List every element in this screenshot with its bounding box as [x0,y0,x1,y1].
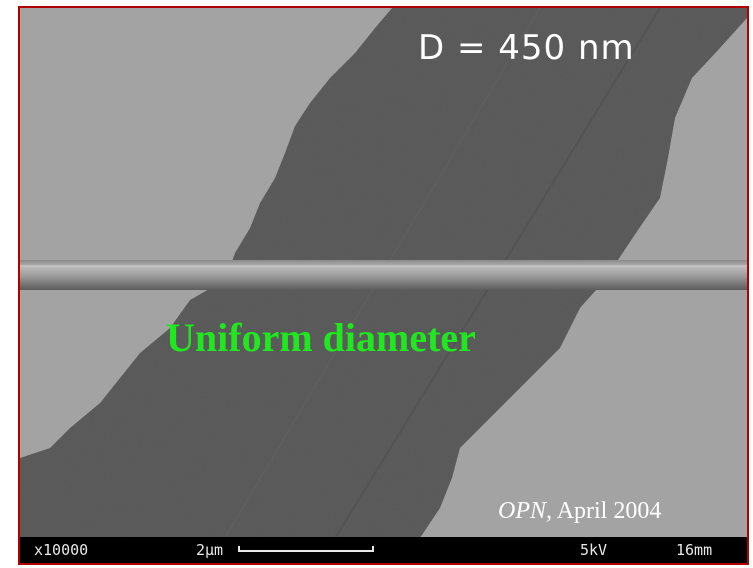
citation: OPN, April 2004 [498,498,661,525]
scale-bar [238,546,374,552]
citation-date: April 2004 [556,498,662,524]
working-distance-readout: 16mm [676,541,713,559]
sem-data-bar: x10000 2μm 5kV 16mm [20,537,747,563]
sem-image-frame: D = 450 nm Uniform diameter OPN, April 2… [18,6,749,565]
scale-readout: 2μm [196,541,224,559]
citation-journal: OPN, [498,498,552,524]
uniform-diameter-label: Uniform diameter [166,315,476,360]
sem-micrograph [20,8,747,563]
magnification-readout: x10000 [34,541,89,559]
diameter-label: D = 450 nm [418,28,635,68]
voltage-readout: 5kV [580,541,608,559]
